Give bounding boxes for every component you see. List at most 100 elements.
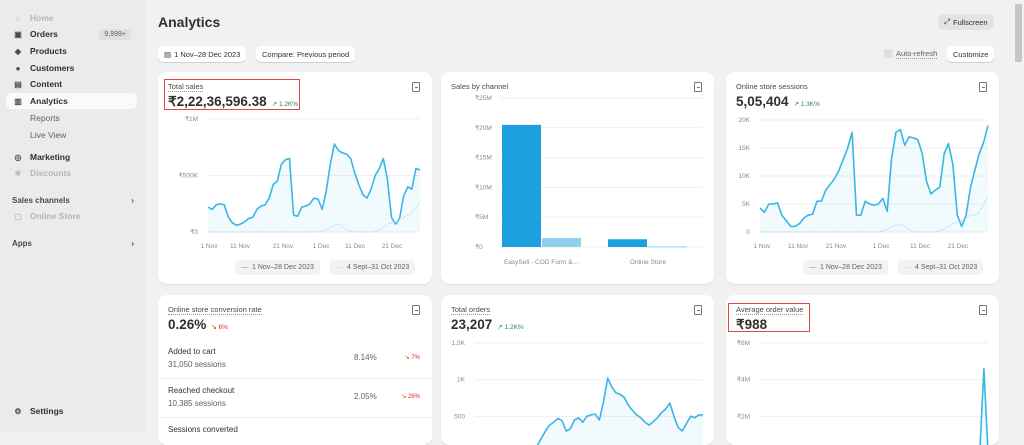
change-badge: ↗ 1.2K% bbox=[271, 101, 299, 108]
card-value: ₹988 bbox=[736, 317, 768, 332]
sidebar-item-live-view[interactable]: Live View bbox=[30, 130, 67, 140]
y-tick-label: 500 bbox=[454, 413, 465, 420]
export-icon[interactable] bbox=[694, 82, 702, 92]
orders-count-badge: 9,999+ bbox=[99, 28, 131, 40]
sidebar-item-discounts[interactable]: ✱ Discounts bbox=[14, 168, 72, 178]
average-order-value-card: Average order value ₹988 ₹2M ₹4M ₹6M bbox=[726, 295, 999, 445]
funnel-row-sessions-converted: Sessions converted bbox=[168, 425, 238, 434]
y-tick-label: ₹25M bbox=[475, 94, 492, 102]
x-tick-label: 11 Dec bbox=[345, 243, 366, 250]
sales-by-channel-card: Sales by channel ₹0 ₹5M ₹10M ₹15M ₹20M ₹25M Ea… bbox=[441, 72, 714, 284]
bar-previous bbox=[648, 246, 687, 248]
discount-icon: ✱ bbox=[14, 168, 22, 178]
export-icon[interactable] bbox=[694, 305, 702, 315]
total-sales-chart: ₹0 ₹500K ₹1M 1 Nov 11 Nov 21 Nov 1 Dec 11 Dec 21… bbox=[179, 115, 421, 250]
y-tick-label: 15K bbox=[738, 145, 750, 152]
sidebar-item-customers[interactable]: ● Customers bbox=[6, 60, 137, 76]
sidebar: ⌂ Home ▣ Orders 9,999+ ◆ Products ● Customers… bbox=[0, 0, 146, 432]
series-line-current bbox=[536, 377, 703, 445]
auto-refresh-label: Auto-refresh bbox=[896, 49, 938, 59]
date-range-button[interactable]: ▤ 1 Nov–28 Dec 2023 bbox=[158, 46, 247, 62]
fullscreen-button[interactable]: ⤢ Fullscreen bbox=[938, 14, 994, 30]
series-area bbox=[980, 368, 988, 445]
x-tick-label: 11 Nov bbox=[788, 243, 809, 250]
chevron-right-icon: › bbox=[131, 196, 134, 205]
card-value: ₹2,22,36,596.38 bbox=[168, 94, 267, 109]
card-title[interactable]: Online store conversion rate bbox=[168, 305, 262, 315]
y-tick-label: ₹6M bbox=[737, 339, 750, 347]
y-tick-label: ₹4M bbox=[737, 376, 750, 384]
sessions-card: Online store sessions 5,05,404 ↗ 1.3K% 0 5… bbox=[726, 72, 999, 284]
y-tick-label: 0 bbox=[746, 229, 750, 236]
sales-by-channel-chart: ₹0 ₹5M ₹10M ₹15M ₹20M ₹25M EasySell - COD Form… bbox=[475, 94, 703, 266]
store-icon: ▢ bbox=[14, 211, 22, 221]
x-tick-label: 21 Nov bbox=[273, 243, 294, 250]
sidebar-item-home[interactable]: ⌂ Home bbox=[6, 10, 137, 26]
sessions-chart: 0 5K 10K 15K 20K 1 Nov 11 Nov 21 Nov 1 Dec 11 Dec… bbox=[738, 117, 989, 250]
apps-section[interactable]: Apps › bbox=[12, 239, 134, 248]
sidebar-item-online-store[interactable]: ▢ Online Store bbox=[14, 211, 81, 221]
auto-refresh-checkbox[interactable] bbox=[884, 49, 893, 58]
export-icon[interactable] bbox=[412, 305, 420, 315]
legend-previous[interactable]: ⋯ 4 Sept–31 Oct 2023 bbox=[330, 260, 416, 275]
card-title[interactable]: Online store sessions bbox=[736, 82, 808, 91]
card-title[interactable]: Sales by channel bbox=[451, 82, 509, 91]
change-badge: ↘ 6% bbox=[211, 324, 228, 331]
y-tick-label: 1K bbox=[457, 377, 466, 384]
customize-button[interactable]: Customize bbox=[947, 46, 995, 62]
total-sales-card: Total sales ₹2,22,36,596.38 ↗ 1.2K% ₹0 ₹50… bbox=[158, 72, 432, 284]
scrollbar-thumb[interactable] bbox=[1015, 4, 1022, 62]
export-icon[interactable] bbox=[412, 82, 420, 92]
sidebar-item-orders[interactable]: ▣ Orders 9,999+ bbox=[6, 26, 137, 42]
total-orders-chart: 500 1K 1.5K bbox=[452, 340, 703, 445]
card-title[interactable]: Total sales bbox=[168, 82, 204, 92]
change-badge: ↗ 1.3K% bbox=[793, 101, 820, 108]
sidebar-item-content[interactable]: ▤ Content bbox=[14, 79, 63, 89]
conversion-rate-card: Online store conversion rate 0.26% ↘ 6% A… bbox=[158, 295, 432, 445]
highlight-box bbox=[164, 79, 300, 110]
sidebar-item-products[interactable]: ◆ Products bbox=[14, 46, 67, 56]
target-icon: ◎ bbox=[14, 152, 22, 162]
y-tick-label: 20K bbox=[738, 117, 750, 124]
sidebar-item-reports[interactable]: Reports bbox=[30, 113, 60, 123]
bar-current bbox=[502, 124, 541, 247]
home-icon: ⌂ bbox=[15, 13, 21, 23]
aov-chart: ₹2M ₹4M ₹6M bbox=[737, 339, 989, 445]
export-icon[interactable] bbox=[979, 305, 987, 315]
person-icon: ● bbox=[15, 63, 21, 73]
y-tick-label: ₹10M bbox=[475, 183, 492, 191]
y-tick-label: 5K bbox=[742, 201, 751, 208]
change-badge: ↗ 1.2K% bbox=[497, 324, 524, 331]
legend-previous[interactable]: ⋯ 4 Sept–31 Oct 2023 bbox=[898, 260, 984, 275]
tag-icon: ◆ bbox=[14, 46, 22, 56]
y-tick-label: 10K bbox=[738, 173, 750, 180]
card-value: 5,05,404 bbox=[736, 94, 789, 109]
compare-button[interactable]: Compare: Previous period bbox=[256, 46, 356, 62]
sales-channels-section[interactable]: Sales channels › bbox=[12, 196, 134, 205]
expand-icon: ⤢ bbox=[944, 17, 950, 26]
y-tick-label: ₹20M bbox=[475, 124, 492, 132]
sidebar-item-analytics[interactable]: ▥ Analytics bbox=[6, 93, 137, 109]
divider bbox=[158, 417, 432, 418]
legend-current[interactable]: —1 Nov–28 Dec 2023 bbox=[235, 260, 320, 275]
highlight-box bbox=[728, 303, 810, 332]
export-icon[interactable] bbox=[979, 82, 987, 92]
series-line-previous bbox=[208, 202, 421, 233]
card-value: 0.26% bbox=[168, 317, 207, 332]
calendar-icon: ▤ bbox=[164, 49, 172, 59]
image-icon: ▤ bbox=[14, 79, 22, 89]
series-line-current bbox=[759, 125, 989, 228]
card-title[interactable]: Total orders bbox=[451, 305, 491, 315]
total-orders-card: Total orders 23,207 ↗ 1.2K% 500 1K 1.5K bbox=[441, 295, 714, 445]
series-area bbox=[208, 143, 420, 232]
sidebar-item-marketing[interactable]: ◎ Marketing bbox=[14, 152, 71, 162]
scrollbar[interactable] bbox=[1013, 0, 1024, 432]
sidebar-item-settings[interactable]: ⚙ Settings bbox=[14, 406, 64, 416]
card-title[interactable]: Average order value bbox=[736, 305, 804, 315]
category-label: Online Store bbox=[630, 259, 667, 266]
x-tick-label: 21 Dec bbox=[382, 243, 403, 250]
x-tick-label: 11 Nov bbox=[230, 243, 251, 250]
y-tick-label: ₹1M bbox=[185, 115, 198, 123]
x-tick-label: 1 Dec bbox=[873, 243, 891, 250]
legend-current[interactable]: —1 Nov–28 Dec 2023 bbox=[803, 260, 888, 275]
